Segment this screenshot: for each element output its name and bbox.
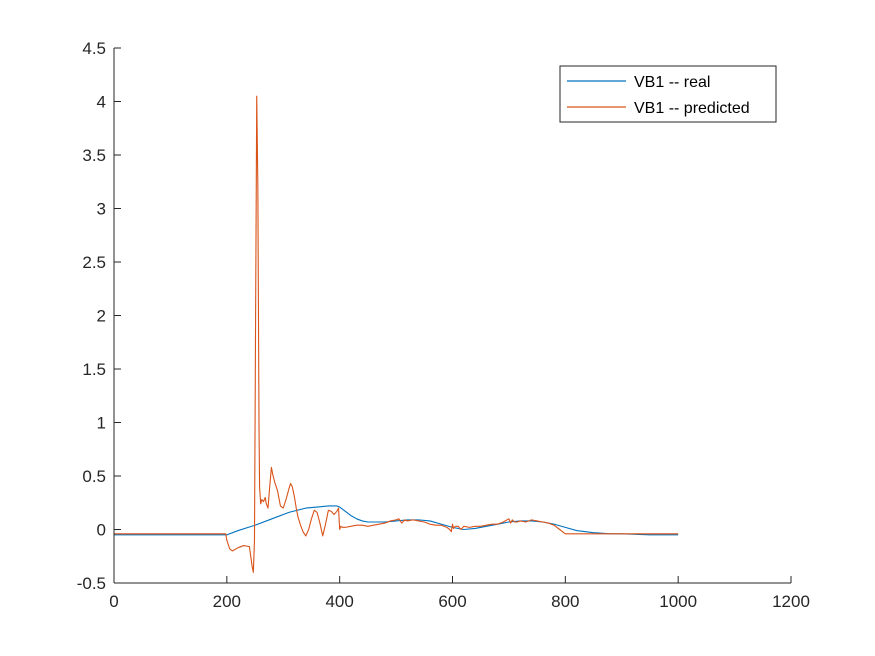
x-tick-label: 0 xyxy=(109,592,118,611)
y-tick-label: 1 xyxy=(97,414,106,433)
x-tick-label: 200 xyxy=(213,592,241,611)
y-tick-label: 3 xyxy=(97,200,106,219)
x-tick-label: 1200 xyxy=(772,592,810,611)
y-tick-label: 1.5 xyxy=(82,360,106,379)
plot-area xyxy=(114,95,679,573)
y-tick-label: 2 xyxy=(97,307,106,326)
y-tick-label: 3.5 xyxy=(82,146,106,165)
x-tick-label: 400 xyxy=(325,592,353,611)
y-tick-label: -0.5 xyxy=(77,574,106,593)
x-tick-label: 600 xyxy=(438,592,466,611)
y-tick-label: 2.5 xyxy=(82,253,106,272)
y-tick-label: 0 xyxy=(97,521,106,540)
y-tick-label: 4.5 xyxy=(82,39,106,58)
legend: VB1 -- real VB1 -- predicted xyxy=(559,65,777,123)
legend-label-1: VB1 -- real xyxy=(634,74,710,91)
y-tick-label: 0.5 xyxy=(82,467,106,486)
legend-box xyxy=(559,65,777,123)
x-tick-label: 800 xyxy=(551,592,579,611)
series-line-2 xyxy=(114,95,679,573)
x-axis: 0 200 400 600 800 1000 1200 xyxy=(109,576,810,611)
y-tick-label: 4 xyxy=(97,93,106,112)
legend-label-2: VB1 -- predicted xyxy=(634,100,750,117)
x-tick-label: 1000 xyxy=(659,592,697,611)
y-axis: -0.5 0 0.5 1 1.5 2 2.5 3 3.5 4 4.5 xyxy=(77,39,121,593)
